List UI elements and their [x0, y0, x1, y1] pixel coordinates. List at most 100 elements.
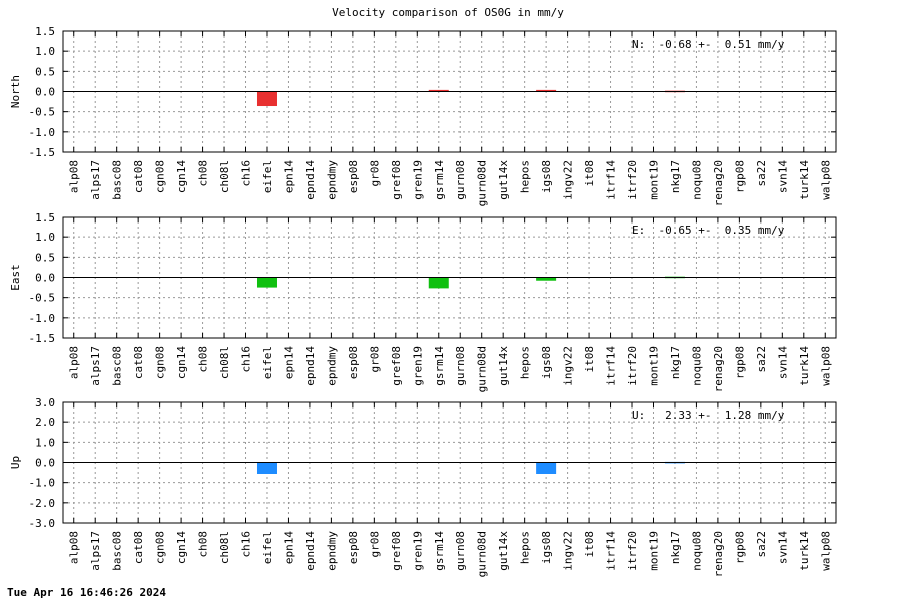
y-tick-label: -1.5: [29, 332, 56, 345]
x-tick-label: epnd14: [304, 531, 317, 571]
x-tick-label: gsrm14: [433, 160, 446, 200]
y-axis-label: Up: [9, 456, 22, 469]
x-tick-label: sa22: [755, 346, 768, 373]
x-tick-label: turk14: [798, 531, 811, 571]
x-tick-label: turk14: [798, 346, 811, 386]
y-tick-label: -1.0: [29, 312, 56, 325]
x-tick-label: alp08: [68, 160, 81, 193]
timestamp-footer: Tue Apr 16 16:46:26 2024: [7, 586, 166, 599]
y-axis-label: East: [9, 264, 22, 291]
x-tick-label: it08: [583, 531, 596, 558]
x-tick-label: ch08: [197, 531, 210, 558]
y-axis-label: North: [9, 75, 22, 108]
x-tick-label: igs08: [540, 160, 553, 193]
x-tick-label: igs08: [540, 531, 553, 564]
bar-gsrm14: [428, 277, 449, 289]
x-tick-label: ch08l: [218, 531, 231, 564]
x-tick-label: ch16: [240, 531, 253, 558]
x-tick-label: epndmy: [325, 160, 338, 200]
panel-frame: [62, 401, 837, 524]
x-tick-label: alp08: [68, 531, 81, 564]
x-tick-label: renag20: [712, 346, 725, 392]
x-tick-label: gref08: [390, 531, 403, 571]
x-tick-label: sa22: [755, 160, 768, 187]
x-tick-label: epn14: [282, 531, 295, 564]
x-tick-label: epnd14: [304, 346, 317, 386]
x-tick-label: gren19: [411, 531, 424, 571]
x-tick-label: itrf20: [626, 531, 639, 571]
bar-gsrm14: [428, 89, 449, 92]
x-tick-label: ingv22: [562, 160, 575, 200]
panel-north: 1.5 1.0 0.5 0.0 -0.5 -1.0 -1.5 N: -0.68 +- 0.51…: [9, 25, 837, 206]
y-tick-label: 1.0: [35, 231, 55, 244]
y-tick-label: 0.5: [35, 251, 55, 264]
x-tick-label: noqu08: [690, 160, 703, 200]
x-tick-label: gurn08: [454, 160, 467, 200]
x-tick-label: nkg17: [669, 531, 682, 564]
x-tick-label: eifel: [261, 346, 274, 379]
x-tick-label: epnd14: [304, 160, 317, 200]
x-tick-label: basc08: [111, 346, 124, 386]
y-tick-label: 1.0: [35, 436, 55, 449]
x-tick-label: walp08: [819, 531, 832, 571]
x-tick-label: it08: [583, 160, 596, 187]
x-tick-label: alps17: [89, 160, 102, 200]
x-tick-label: cat08: [132, 346, 145, 379]
x-tick-label: igs08: [540, 346, 553, 379]
x-tick-label: hepos: [519, 531, 532, 564]
x-tick-label: turk14: [798, 160, 811, 200]
x-tick-label: sa22: [755, 531, 768, 558]
x-tick-label: gut14x: [497, 160, 510, 200]
x-tick-label: gren19: [411, 346, 424, 386]
x-tick-label: epndmy: [325, 346, 338, 386]
x-tick-label: hepos: [519, 160, 532, 193]
chart-title: Velocity comparison of OS0G in mm/y: [332, 6, 564, 19]
x-tick-label: gsrm14: [433, 346, 446, 386]
x-tick-label: alp08: [68, 346, 81, 379]
x-tick-label: basc08: [111, 160, 124, 200]
x-tick-label: gurn08d: [476, 531, 489, 577]
x-tick-label: mont19: [647, 531, 660, 571]
x-tick-label: walp08: [819, 346, 832, 386]
panel-east: 1.5 1.0 0.5 0.0 -0.5 -1.0 -1.5 E: -0.65 +- 0.35…: [9, 211, 837, 392]
x-tick-label: ch08: [197, 346, 210, 373]
y-tick-label: 0.0: [35, 457, 55, 470]
x-tick-label: nkg17: [669, 160, 682, 193]
x-tick-label: cgn14: [175, 531, 188, 564]
x-tick-label: ch08l: [218, 160, 231, 193]
y-tick-label: 0.0: [35, 86, 55, 99]
x-tick-label: svn14: [776, 346, 789, 379]
x-tick-label: mont19: [647, 160, 660, 200]
x-tick-label: ingv22: [562, 346, 575, 386]
x-tick-label: epndmy: [325, 531, 338, 571]
x-tick-label: cgn08: [154, 531, 167, 564]
x-tick-label: itrf20: [626, 346, 639, 386]
x-tick-label: epn14: [282, 346, 295, 379]
x-tick-label: gref08: [390, 346, 403, 386]
bar-eifel: [256, 462, 277, 474]
x-tick-label: gurn08d: [476, 160, 489, 206]
x-tick-label: gut14x: [497, 531, 510, 571]
x-tick-label: noqu08: [690, 531, 703, 571]
y-tick-label: 3.0: [35, 396, 55, 409]
x-tick-label: gut14x: [497, 346, 510, 386]
x-tick-label: gurn08: [454, 346, 467, 386]
y-tick-label: -0.5: [29, 106, 56, 119]
x-tick-label: eifel: [261, 531, 274, 564]
x-tick-label: gurn08d: [476, 346, 489, 392]
x-tick-label: nkg17: [669, 346, 682, 379]
x-tick-label: eifel: [261, 160, 274, 193]
x-tick-label: itrf14: [605, 160, 618, 200]
x-tick-label: rgp08: [733, 160, 746, 193]
y-tick-label: -3.0: [29, 517, 56, 530]
x-tick-label: svn14: [776, 531, 789, 564]
chart-panels: 1.5 1.0 0.5 0.0 -0.5 -1.0 -1.5 N: -0.68 +- 0.51…: [9, 25, 837, 577]
bar-eifel: [256, 277, 277, 288]
x-tick-label: it08: [583, 346, 596, 373]
x-tick-label: gref08: [390, 160, 403, 200]
x-tick-label: ch16: [240, 346, 253, 373]
x-tick-label: itrf14: [605, 531, 618, 571]
x-tick-label: esp08: [347, 160, 360, 193]
x-tick-label: mont19: [647, 346, 660, 386]
x-tick-label: itrf20: [626, 160, 639, 200]
